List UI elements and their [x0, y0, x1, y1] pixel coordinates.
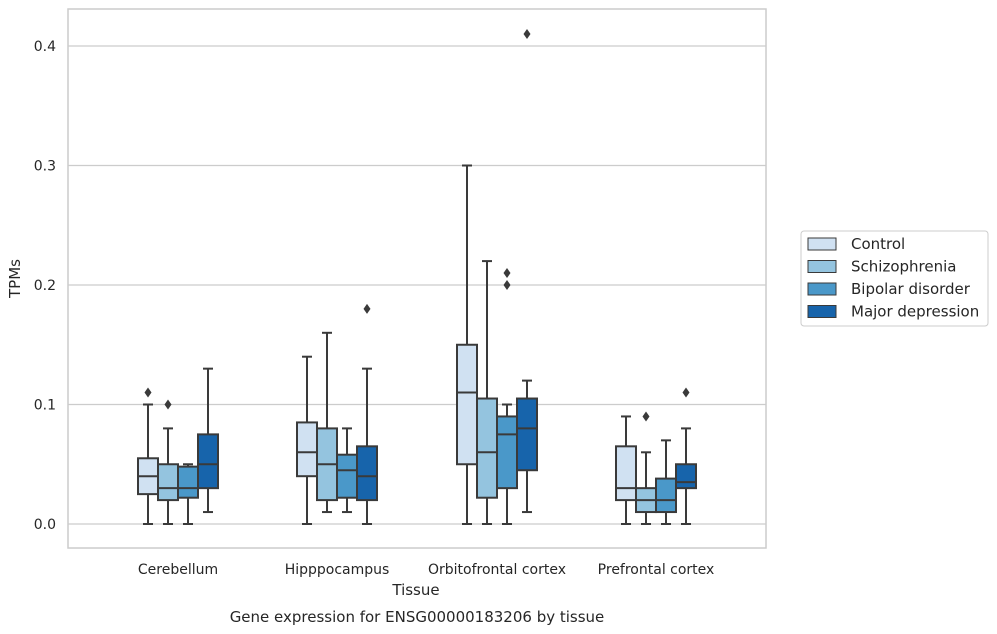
y-tick-label: 0.3 — [34, 159, 56, 175]
outlier-point — [503, 268, 511, 279]
box-iqr — [157, 463, 179, 502]
x-tick-labels: Cerebellum Hipppocampus Orbitofrontal cort… — [138, 562, 714, 578]
box-iqr — [516, 397, 538, 472]
legend-swatch — [807, 260, 837, 273]
box-iqr — [675, 463, 697, 490]
box-major-depression — [516, 29, 538, 514]
box-iqr — [655, 477, 677, 514]
x-tick-label: Orbitofrontal cortex — [428, 562, 566, 578]
box-major-depression — [197, 367, 219, 514]
x-tick-label: Cerebellum — [138, 562, 218, 578]
box-bipolar-disorder — [336, 427, 358, 514]
box-bipolar-disorder — [177, 463, 199, 525]
box-major-depression — [675, 387, 697, 525]
y-tick-label: 0.1 — [34, 398, 56, 414]
box-control — [456, 164, 478, 525]
legend-label: Control — [851, 235, 905, 253]
grid-lines — [68, 45, 766, 525]
x-axis-label: Tissue — [391, 581, 439, 599]
box-iqr — [496, 415, 518, 490]
legend-swatch — [807, 282, 837, 296]
legend-frame — [800, 230, 989, 327]
y-tick-label: 0.2 — [34, 278, 56, 294]
x-tick-label: Prefrontal cortex — [598, 562, 715, 578]
y-axis-label: TPMs — [6, 259, 24, 299]
outlier-point — [503, 280, 511, 290]
box-iqr — [177, 465, 199, 499]
box-iqr — [615, 445, 637, 502]
legend-label: Bipolar disorder — [851, 280, 971, 298]
box-schizophrenia — [476, 260, 498, 525]
box-bipolar-disorder — [655, 439, 677, 525]
outlier-point — [682, 387, 690, 398]
box-schizophrenia — [635, 411, 657, 525]
boxes — [137, 29, 697, 525]
legend: Control Schizophrenia Bipolar disorder Majo… — [800, 230, 989, 327]
y-tick-label: 0.0 — [34, 517, 56, 533]
outlier-point — [523, 29, 531, 40]
figure-caption: Gene expression for ENSG00000183206 by t… — [230, 608, 605, 626]
box-control — [615, 415, 637, 525]
box-control — [296, 355, 318, 525]
legend-swatch — [807, 237, 837, 251]
outlier-point — [363, 303, 371, 314]
box-major-depression — [356, 303, 378, 525]
box-iqr — [476, 397, 498, 499]
y-tick-label: 0.4 — [34, 39, 56, 55]
outlier-point — [144, 387, 152, 398]
box-iqr — [356, 445, 378, 502]
box-schizophrenia — [157, 399, 179, 525]
box-iqr — [456, 343, 478, 466]
y-tick-labels: 0.0 0.1 0.2 0.3 0.4 — [34, 39, 56, 533]
box-control — [137, 387, 159, 525]
legend-label: Major depression — [851, 303, 979, 321]
plot-frame — [67, 8, 767, 549]
box-schizophrenia — [316, 331, 338, 514]
outlier-point — [164, 399, 172, 410]
box-iqr — [336, 453, 358, 499]
box-iqr — [296, 421, 318, 478]
box-bipolar-disorder — [496, 268, 518, 525]
x-tick-label: Hipppocampus — [285, 562, 390, 578]
box-iqr — [197, 433, 219, 490]
legend-label: Schizophrenia — [851, 258, 956, 276]
outlier-point — [642, 411, 650, 422]
legend-swatch — [807, 305, 837, 318]
